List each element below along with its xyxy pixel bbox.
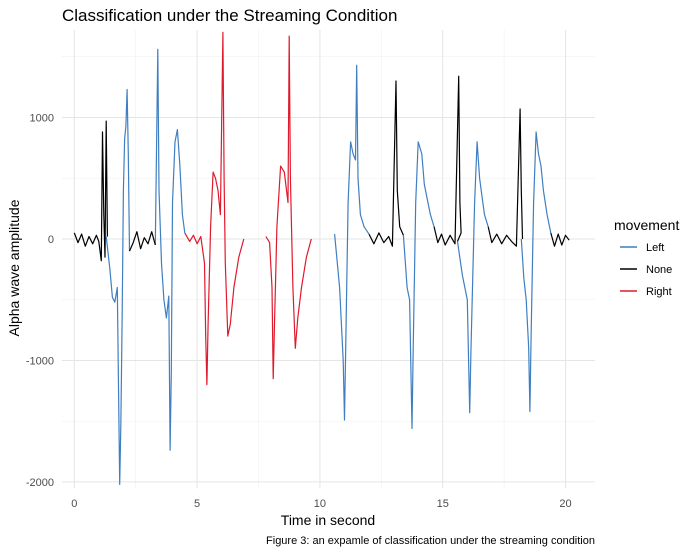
y-tick-label: 0 — [48, 234, 54, 246]
series-lines — [73, 31, 570, 485]
x-tick-label: 10 — [314, 498, 326, 510]
series-left-segment-2 — [154, 48, 186, 451]
legend-label-right: Right — [646, 286, 672, 298]
axes: 0 5 10 15 20 -2000 -1000 0 1000 — [26, 112, 572, 510]
series-none-segment-3 — [368, 80, 404, 247]
x-tick-label: 5 — [194, 498, 200, 510]
grid — [62, 30, 595, 488]
x-tick-label: 15 — [437, 498, 449, 510]
legend-entries: Left None Right — [620, 242, 672, 298]
y-tick-label: -2000 — [26, 477, 54, 489]
y-tick-label: 1000 — [30, 112, 54, 124]
series-left-segment-5 — [456, 141, 489, 414]
legend-label-left: Left — [646, 242, 664, 254]
chart-title: Classification under the Streaming Condi… — [62, 6, 397, 25]
x-tick-label: 0 — [71, 498, 77, 510]
y-tick-label: -1000 — [26, 355, 54, 367]
series-none-segment-5 — [487, 108, 524, 247]
x-tick-label: 20 — [559, 498, 571, 510]
series-left-segment-3 — [334, 64, 370, 421]
series-none-segment-2 — [128, 231, 156, 252]
figure-caption: Figure 3: an expamle of classification u… — [266, 535, 595, 547]
y-axis-label: Alpha wave amplitude — [6, 199, 22, 336]
series-left-segment-1 — [105, 88, 131, 485]
legend: movement Left None Right — [614, 217, 679, 298]
series-none-segment-1 — [73, 120, 108, 262]
series-right-segment-2 — [265, 35, 312, 380]
series-left-segment-6 — [520, 131, 552, 413]
series-none-segment-4 — [433, 75, 462, 246]
legend-label-none: None — [646, 264, 672, 276]
series-left-segment-4 — [402, 141, 435, 430]
legend-title: movement — [614, 217, 679, 233]
series-right-segment-1 — [184, 31, 245, 386]
series-none-segment-6 — [550, 232, 570, 247]
x-axis-label: Time in second — [281, 512, 375, 528]
